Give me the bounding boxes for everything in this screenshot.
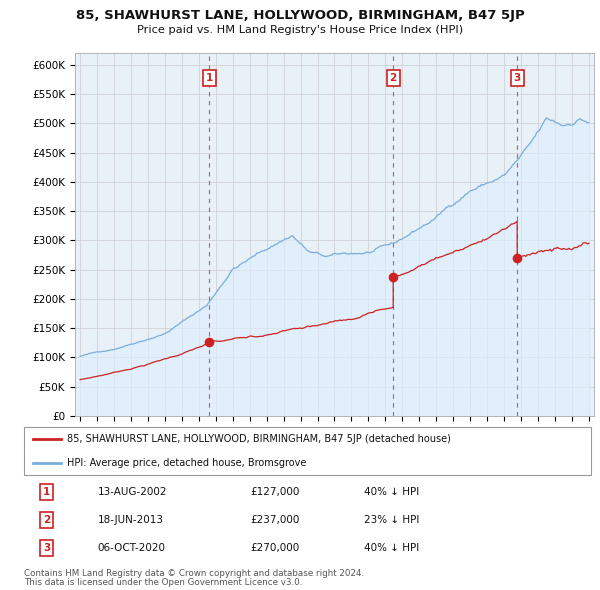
Text: 23% ↓ HPI: 23% ↓ HPI: [364, 515, 419, 525]
Text: 3: 3: [514, 73, 521, 83]
Text: 13-AUG-2002: 13-AUG-2002: [98, 487, 167, 497]
Text: 85, SHAWHURST LANE, HOLLYWOOD, BIRMINGHAM, B47 5JP (detached house): 85, SHAWHURST LANE, HOLLYWOOD, BIRMINGHA…: [67, 434, 451, 444]
Text: 1: 1: [43, 487, 50, 497]
Text: Contains HM Land Registry data © Crown copyright and database right 2024.: Contains HM Land Registry data © Crown c…: [24, 569, 364, 578]
Text: £270,000: £270,000: [251, 543, 300, 553]
Text: HPI: Average price, detached house, Bromsgrove: HPI: Average price, detached house, Brom…: [67, 458, 306, 468]
Text: 06-OCT-2020: 06-OCT-2020: [98, 543, 166, 553]
Text: 40% ↓ HPI: 40% ↓ HPI: [364, 487, 419, 497]
Text: 1: 1: [206, 73, 213, 83]
Text: 3: 3: [43, 543, 50, 553]
Text: 40% ↓ HPI: 40% ↓ HPI: [364, 543, 419, 553]
Text: Price paid vs. HM Land Registry's House Price Index (HPI): Price paid vs. HM Land Registry's House …: [137, 25, 463, 35]
Text: 85, SHAWHURST LANE, HOLLYWOOD, BIRMINGHAM, B47 5JP: 85, SHAWHURST LANE, HOLLYWOOD, BIRMINGHA…: [76, 9, 524, 22]
FancyBboxPatch shape: [24, 427, 591, 475]
Text: £127,000: £127,000: [251, 487, 300, 497]
Text: £237,000: £237,000: [251, 515, 300, 525]
Text: 2: 2: [43, 515, 50, 525]
Text: 18-JUN-2013: 18-JUN-2013: [98, 515, 164, 525]
Text: 2: 2: [389, 73, 397, 83]
Text: This data is licensed under the Open Government Licence v3.0.: This data is licensed under the Open Gov…: [24, 578, 302, 587]
